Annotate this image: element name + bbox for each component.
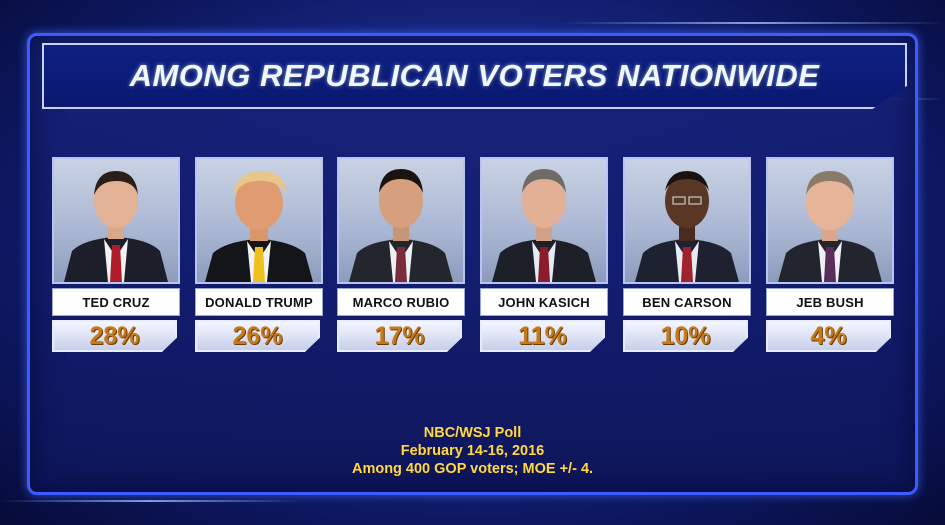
candidate-name: BEN CARSON — [623, 288, 751, 316]
candidate-percent: 17% — [337, 320, 462, 352]
candidate-percent: 26% — [195, 320, 320, 352]
candidate-name: MARCO RUBIO — [337, 288, 465, 316]
candidate-percent: 10% — [623, 320, 748, 352]
candidate-photo — [766, 157, 894, 284]
candidate-photo — [195, 157, 323, 284]
candidate-percent: 11% — [480, 320, 605, 352]
source-line-1: NBC/WSJ Poll — [423, 425, 522, 441]
candidate-photo — [337, 157, 465, 284]
source-line-2: February 14-16, 2016 — [400, 443, 545, 459]
candidate-name: JEB BUSH — [766, 288, 894, 316]
candidate-name: DONALD TRUMP — [195, 288, 323, 316]
light-streak — [0, 500, 300, 502]
candidate-name: JOHN KASICH — [480, 288, 608, 316]
page-title: AMONG REPUBLICAN VOTERS NATIONWIDE — [129, 58, 820, 93]
candidate-photo — [623, 157, 751, 284]
title-bar — [42, 43, 907, 109]
source-line-3: Among 400 GOP voters; MOE +/- 4. — [351, 461, 594, 477]
candidate-percent: 4% — [766, 320, 891, 352]
candidate-photo — [480, 157, 608, 284]
candidate-photo — [52, 157, 180, 284]
light-streak — [560, 22, 945, 24]
candidate-percent: 28% — [52, 320, 177, 352]
candidate-name: TED CRUZ — [52, 288, 180, 316]
